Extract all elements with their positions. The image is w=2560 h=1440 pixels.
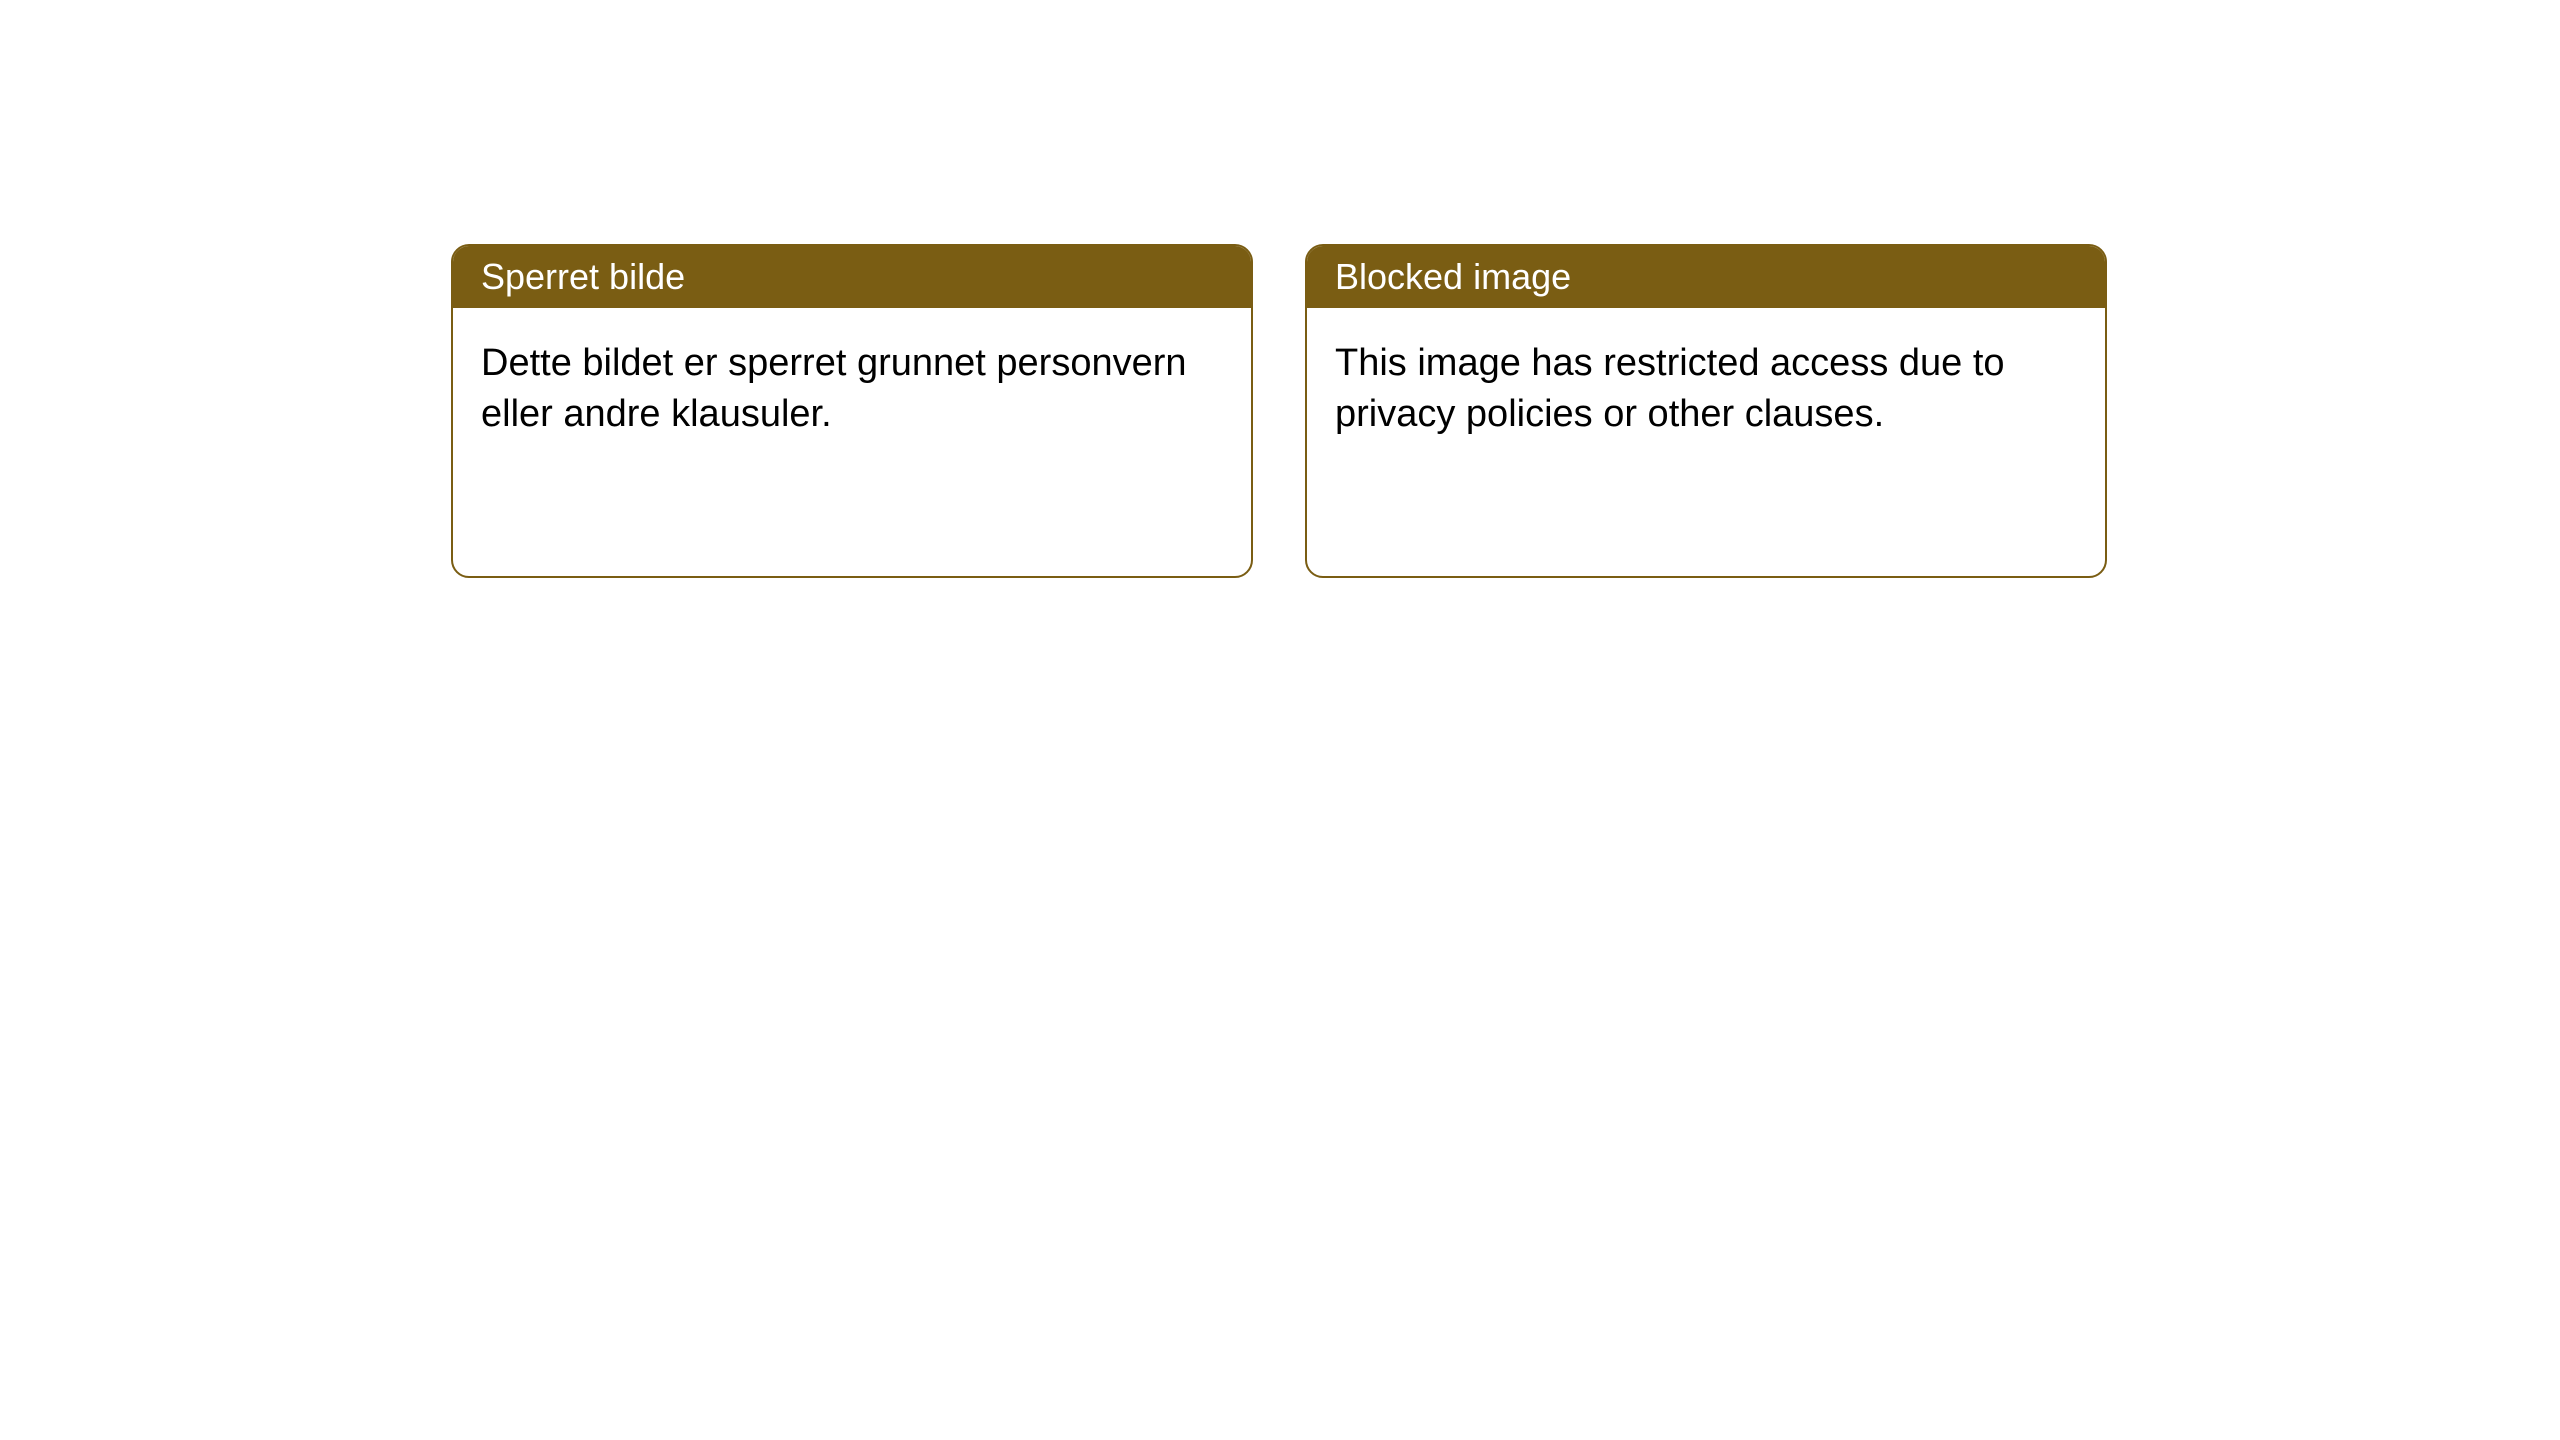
- notice-header: Sperret bilde: [453, 246, 1251, 308]
- notice-card-english: Blocked image This image has restricted …: [1305, 244, 2107, 578]
- notice-card-norwegian: Sperret bilde Dette bildet er sperret gr…: [451, 244, 1253, 578]
- notice-body: This image has restricted access due to …: [1307, 308, 2105, 471]
- notice-container: Sperret bilde Dette bildet er sperret gr…: [0, 0, 2560, 578]
- notice-header: Blocked image: [1307, 246, 2105, 308]
- notice-body: Dette bildet er sperret grunnet personve…: [453, 308, 1251, 471]
